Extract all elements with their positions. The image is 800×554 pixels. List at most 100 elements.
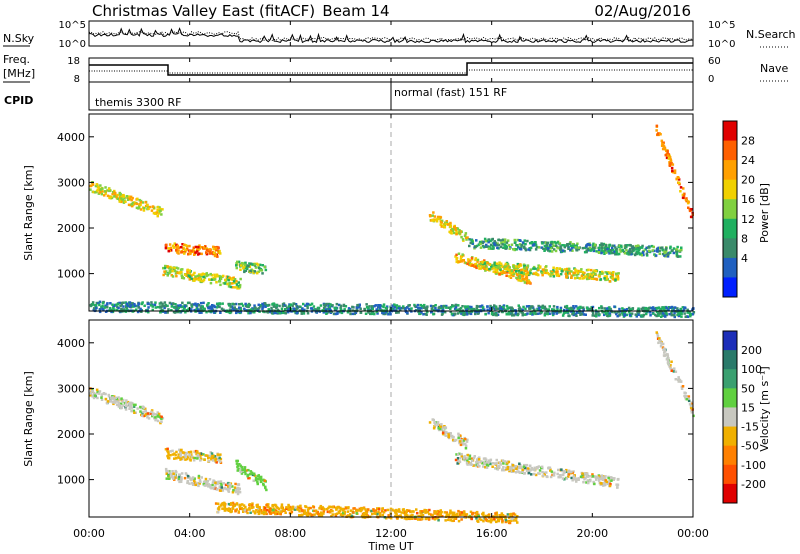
power-scatter-point: [686, 311, 689, 314]
power-scatter-point: [91, 183, 95, 186]
power-scatter-point: [532, 272, 536, 275]
power-scatter-point: [667, 308, 670, 312]
power-scatter-point: [559, 245, 562, 248]
power-scatter-point: [275, 304, 278, 307]
power-scatter-point: [587, 268, 590, 272]
power-scatter-point: [200, 311, 203, 314]
velocity-scatter-point: [227, 485, 230, 488]
velocity-scatter-point: [536, 466, 539, 469]
power-scatter-point: [613, 311, 617, 314]
power-scatter-point: [159, 207, 162, 211]
power-scatter-point: [490, 265, 493, 268]
power-scatter-point: [203, 273, 207, 276]
velocity-scatter-point: [305, 512, 309, 515]
power-scatter-point: [184, 250, 187, 253]
power-scatter-point: [555, 244, 558, 248]
power-scatter-point: [122, 201, 126, 204]
power-scatter-point: [665, 252, 668, 256]
power-scatter-point: [590, 272, 593, 275]
freq-tick-right-top: 60: [708, 56, 721, 67]
power-scatter-point: [104, 192, 107, 195]
power-colorbar-tick-label: 24: [741, 154, 755, 167]
power-scatter-point: [459, 257, 463, 261]
power-scatter-point: [356, 306, 359, 310]
velocity-scatter-point: [674, 378, 677, 381]
velocity-scatter-point: [504, 518, 508, 522]
power-colorbar-frame: [722, 120, 738, 298]
power-scatter-point: [227, 302, 230, 306]
power-scatter-point: [452, 304, 455, 308]
velocity-scatter-point: [362, 507, 365, 510]
velocity-scatter-point: [441, 425, 444, 428]
power-scatter-point: [620, 244, 623, 248]
power-scatter-point: [580, 274, 584, 278]
power-scatter-point: [514, 309, 517, 312]
power-colorbar-swatch: [723, 160, 737, 181]
power-scatter-point: [471, 242, 475, 245]
power-scatter-point: [266, 304, 269, 307]
power-scatter-point: [113, 195, 116, 198]
power-scatter-point: [495, 307, 498, 310]
power-scatter-point: [669, 246, 672, 250]
power-scatter-point: [151, 305, 154, 308]
velocity-scatter-point: [341, 507, 344, 511]
power-scatter-point: [675, 250, 678, 253]
velocity-scatter-point: [663, 348, 666, 351]
velocity-scatter-point: [389, 507, 393, 511]
velocity-scatter-point: [236, 492, 240, 496]
velocity-scatter-point: [601, 476, 604, 479]
velocity-scatter-point: [666, 361, 670, 364]
power-scatter-point: [310, 302, 314, 306]
velocity-scatter-point: [265, 488, 268, 492]
power-scatter-point: [517, 308, 521, 311]
velocity-scatter-point: [512, 519, 515, 522]
power-scatter-point: [159, 209, 162, 213]
power-scatter-point: [494, 241, 497, 244]
velocity-scatter-point: [457, 519, 461, 523]
power-scatter-point: [280, 311, 283, 314]
power-scatter-point: [460, 235, 463, 239]
velocity-scatter-point: [335, 512, 339, 515]
power-scatter-point: [206, 248, 209, 252]
velocity-scatter-point: [606, 482, 610, 486]
power-scatter-point: [665, 313, 668, 317]
power-scatter-point: [367, 311, 370, 314]
power-scatter-point: [688, 310, 691, 313]
power-scatter-point: [398, 305, 401, 308]
velocity-scatter-point: [440, 510, 443, 514]
power-scatter-point: [339, 304, 343, 308]
velocity-scatter-point: [275, 506, 278, 509]
power-scatter-point: [507, 264, 510, 268]
power-scatter-point: [624, 313, 627, 317]
power-scatter-point: [235, 283, 239, 286]
power-scatter-point: [684, 315, 687, 318]
power-scatter-point: [635, 250, 638, 254]
power-scatter-point: [224, 280, 228, 283]
power-scatter-point: [257, 303, 260, 307]
power-scatter-point: [489, 308, 492, 312]
power-scatter-point: [631, 248, 635, 251]
power-colorbar-tick-label: 28: [741, 135, 755, 148]
power-scatter-point: [552, 241, 555, 244]
velocity-scatter-point: [563, 471, 566, 474]
velocity-scatter-point: [151, 413, 155, 417]
power-scatter-point: [203, 308, 206, 311]
power-scatter-point: [659, 133, 662, 136]
velocity-scatter-point: [165, 470, 168, 473]
power-scatter-point: [215, 248, 218, 252]
power-scatter-point: [498, 273, 501, 276]
power-scatter-point: [228, 276, 231, 280]
velocity-scatter-point: [509, 466, 512, 469]
power-scatter-point: [466, 262, 469, 266]
power-scatter-point: [422, 313, 425, 316]
power-colorbar-tick-label: 4: [741, 252, 748, 265]
velocity-scatter-point: [210, 455, 213, 458]
velocity-scatter-point: [476, 463, 480, 467]
velocity-scatter-point: [493, 517, 496, 520]
power-scatter-point: [600, 242, 603, 245]
velocity-scatter-point: [173, 457, 176, 460]
power-scatter-point: [680, 312, 683, 316]
power-scatter-point: [147, 207, 150, 211]
power-scatter-point: [562, 312, 566, 315]
power-scatter-point: [306, 312, 310, 315]
